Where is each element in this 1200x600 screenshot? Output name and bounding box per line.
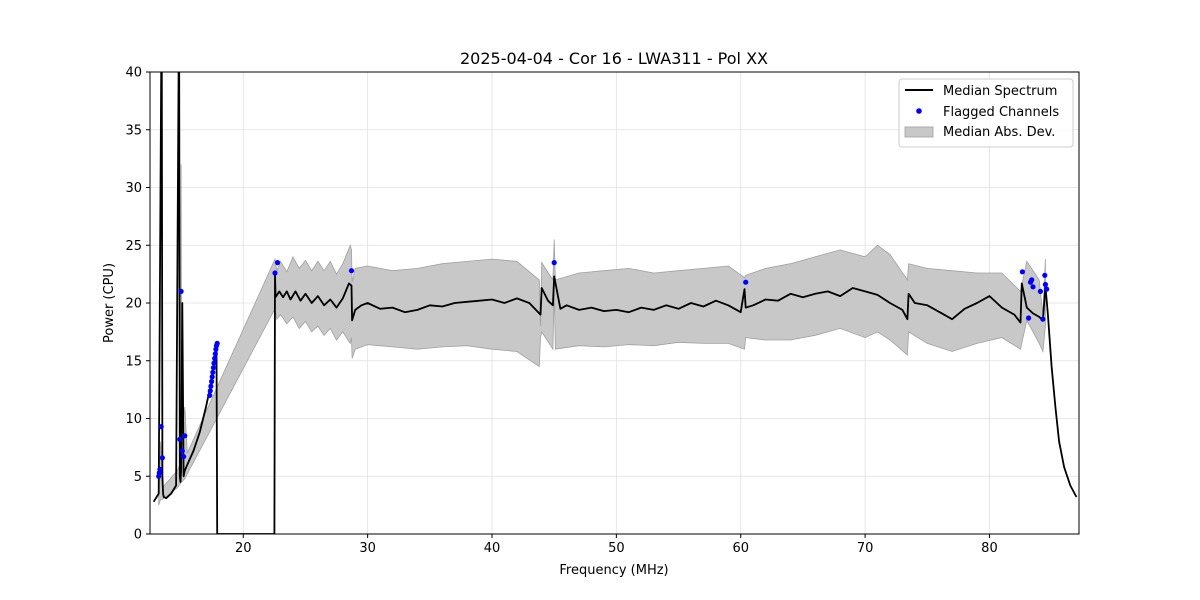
flagged-channel-point bbox=[1037, 288, 1043, 294]
legend-box bbox=[898, 78, 1074, 148]
legend-median-label: Median Spectrum bbox=[943, 84, 1057, 99]
flagged-channel-point bbox=[181, 454, 187, 460]
flagged-channel-point bbox=[1042, 281, 1048, 288]
x-tick-label: 50 bbox=[608, 541, 625, 556]
flagged-channel-point bbox=[214, 340, 220, 346]
y-tick-label: 25 bbox=[125, 239, 142, 254]
flagged-channel-point bbox=[207, 388, 213, 394]
flagged-channel-point bbox=[179, 448, 185, 454]
legend: Median Spectrum Flagged Channels Median … bbox=[898, 78, 1074, 148]
chart-title: 2025-04-04 - Cor 16 - LWA311 - Pol XX bbox=[460, 49, 768, 68]
flagged-channel-point bbox=[1044, 286, 1050, 292]
y-axis: 0 5 10 15 20 25 30 35 40 bbox=[125, 66, 150, 543]
flagged-channels bbox=[156, 260, 1050, 479]
y-tick-label: 15 bbox=[125, 354, 142, 369]
flagged-channel-point bbox=[208, 383, 214, 389]
flagged-channel-point bbox=[1030, 284, 1036, 290]
flagged-channel-point bbox=[157, 466, 163, 472]
x-tick-label: 30 bbox=[359, 541, 376, 556]
flagged-channel-point bbox=[207, 392, 213, 398]
median-spectrum-line bbox=[152, 72, 1078, 534]
flagged-channel-point bbox=[212, 355, 218, 361]
flagged-channel-point bbox=[177, 436, 183, 442]
y-tick-label: 10 bbox=[125, 412, 142, 427]
flagged-channel-point bbox=[209, 374, 215, 380]
flagged-channel-point bbox=[210, 369, 216, 375]
x-tick-label: 60 bbox=[732, 541, 749, 556]
flagged-channel-point bbox=[743, 279, 749, 285]
x-axis-label: Frequency (MHz) bbox=[559, 563, 668, 578]
x-axis: 20 30 40 50 60 70 80 bbox=[235, 534, 998, 556]
flagged-channel-point bbox=[210, 365, 216, 371]
y-tick-label: 5 bbox=[134, 470, 142, 485]
flagged-channel-point bbox=[1042, 272, 1048, 278]
legend-flagged-label: Flagged Channels bbox=[943, 105, 1059, 120]
flagged-channel-point bbox=[159, 455, 165, 461]
x-tick-label: 70 bbox=[857, 541, 874, 556]
legend-mad-label: Median Abs. Dev. bbox=[943, 125, 1055, 140]
flagged-channel-point bbox=[274, 260, 281, 266]
flagged-channel-point bbox=[209, 378, 215, 385]
flagged-channel-point bbox=[158, 424, 164, 430]
flagged-channel-point bbox=[551, 260, 557, 266]
y-tick-label: 0 bbox=[134, 528, 142, 543]
plot-area bbox=[152, 72, 1078, 534]
mad-band bbox=[158, 164, 1046, 506]
x-tick-label: 20 bbox=[235, 541, 252, 556]
flagged-channel-point bbox=[1040, 316, 1046, 322]
y-tick-label: 20 bbox=[125, 297, 142, 312]
flagged-channel-point bbox=[348, 268, 355, 274]
x-tick-label: 40 bbox=[484, 541, 501, 556]
y-tick-label: 40 bbox=[125, 66, 142, 81]
y-tick-label: 35 bbox=[125, 123, 142, 138]
y-axis-label: Power (CPU) bbox=[102, 263, 117, 343]
legend-flagged-swatch bbox=[916, 108, 922, 114]
flagged-channel-point bbox=[178, 288, 184, 294]
y-tick-label: 30 bbox=[125, 181, 142, 196]
flagged-channel-point bbox=[1029, 277, 1035, 283]
flagged-channel-point bbox=[211, 360, 217, 366]
flagged-channel-point bbox=[1019, 269, 1025, 275]
flagged-channel-point bbox=[272, 270, 278, 276]
x-tick-label: 80 bbox=[981, 541, 998, 556]
flagged-channel-point bbox=[1026, 315, 1032, 321]
legend-mad-swatch bbox=[904, 126, 934, 138]
flagged-channel-point bbox=[212, 351, 218, 357]
flagged-channel-point bbox=[182, 433, 188, 439]
